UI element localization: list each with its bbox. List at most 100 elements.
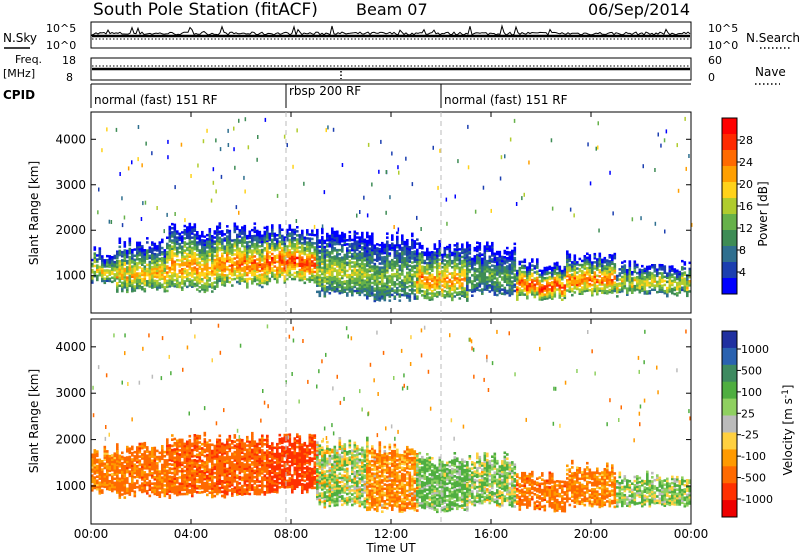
heatmap-cell xyxy=(96,469,99,472)
heatmap-cell xyxy=(238,249,242,253)
heatmap-cell xyxy=(363,273,367,276)
heatmap-cell xyxy=(358,287,362,290)
scatter-cell xyxy=(276,193,279,198)
heatmap-cell xyxy=(378,274,382,277)
heatmap-cell xyxy=(536,266,539,269)
heatmap-cell xyxy=(131,255,134,258)
heatmap-cell xyxy=(371,261,374,264)
heatmap-cell xyxy=(153,244,157,248)
heatmap-cell xyxy=(518,273,522,276)
heatmap-cell xyxy=(226,274,229,277)
heatmap-cell xyxy=(503,292,507,296)
heatmap-cell xyxy=(283,256,287,260)
heatmap-cell xyxy=(123,249,127,252)
heatmap-cell xyxy=(481,261,484,265)
heatmap-cell xyxy=(408,254,412,257)
heatmap-cell xyxy=(278,269,282,272)
heatmap-cell xyxy=(421,273,424,277)
heatmap-cell xyxy=(181,259,184,263)
heatmap-cell xyxy=(293,257,297,260)
heatmap-cell xyxy=(111,458,114,461)
heatmap-cell xyxy=(513,275,517,278)
heatmap-cell xyxy=(91,461,94,465)
heatmap-cell xyxy=(91,480,94,484)
scatter-cell xyxy=(685,166,687,171)
heatmap-cell xyxy=(141,253,144,256)
heatmap-cell xyxy=(451,274,454,277)
heatmap-cell xyxy=(553,270,557,274)
heatmap-cell xyxy=(138,253,142,257)
scatter-cell xyxy=(445,197,448,202)
heatmap-cell xyxy=(318,278,322,281)
heatmap-cell xyxy=(466,297,469,300)
heatmap-cell xyxy=(591,292,594,295)
heatmap-cell xyxy=(301,235,304,239)
heatmap-cell xyxy=(371,275,374,278)
heatmap-cell xyxy=(226,243,229,246)
heatmap-cell xyxy=(476,270,479,273)
heatmap-cell xyxy=(253,242,257,246)
heatmap-cell xyxy=(416,279,419,282)
heatmap-cell xyxy=(571,281,574,285)
heatmap-cell xyxy=(131,279,134,283)
heatmap-cell xyxy=(391,277,394,280)
heatmap-cell xyxy=(321,252,324,255)
heatmap-cell xyxy=(608,278,612,282)
heatmap-cell xyxy=(431,277,434,281)
heatmap-cell xyxy=(121,277,124,280)
heatmap-cell xyxy=(391,263,394,266)
heatmap-cell xyxy=(278,224,282,227)
heatmap-cell xyxy=(108,263,112,266)
heatmap-cell xyxy=(423,292,427,295)
heatmap-cell xyxy=(418,252,422,255)
heatmap-cell xyxy=(503,278,507,281)
heatmap-cell xyxy=(423,284,427,287)
heatmap-cell xyxy=(191,250,194,254)
heatmap-cell xyxy=(251,278,254,281)
heatmap-cell xyxy=(603,256,607,260)
heatmap-cell xyxy=(278,252,282,256)
scatter-cell xyxy=(151,151,153,156)
heatmap-cell xyxy=(261,269,264,272)
heatmap-cell xyxy=(346,273,349,277)
heatmap-cell xyxy=(368,269,372,273)
heatmap-cell xyxy=(668,288,672,291)
heatmap-cell xyxy=(173,262,177,265)
heatmap-cell xyxy=(613,269,617,272)
heatmap-cell xyxy=(266,232,269,235)
heatmap-cell xyxy=(658,276,662,279)
heatmap-cell xyxy=(106,462,109,466)
heatmap-cell xyxy=(293,259,297,262)
heatmap-cell xyxy=(413,244,417,247)
heatmap-cell xyxy=(626,273,629,276)
heatmap-cell xyxy=(118,253,122,257)
heatmap-cell xyxy=(476,245,479,249)
heatmap-cell xyxy=(353,242,357,246)
heatmap-cell xyxy=(431,292,434,295)
heatmap-cell xyxy=(246,237,249,240)
heatmap-cell xyxy=(156,284,159,287)
heatmap-cell xyxy=(128,251,132,255)
heatmap-cell xyxy=(416,285,419,288)
heatmap-cell xyxy=(468,252,472,255)
heatmap-cell xyxy=(368,286,372,289)
heatmap-cell xyxy=(378,266,382,269)
heatmap-cell xyxy=(688,275,692,279)
heatmap-cell xyxy=(193,262,197,265)
heatmap-cell xyxy=(168,281,172,284)
heatmap-cell xyxy=(681,286,684,289)
heatmap-cell xyxy=(361,291,364,294)
scatter-cell xyxy=(411,182,414,187)
heatmap-cell xyxy=(463,254,467,258)
heatmap-cell xyxy=(176,250,179,254)
scatter-cell xyxy=(439,148,441,153)
heatmap-cell xyxy=(361,248,364,251)
heatmap-cell xyxy=(473,267,477,270)
heatmap-cell xyxy=(491,284,494,288)
heatmap-cell xyxy=(98,269,102,273)
heatmap-cell xyxy=(493,256,497,260)
heatmap-cell xyxy=(411,287,414,291)
heatmap-cell xyxy=(488,273,492,277)
heatmap-cell xyxy=(636,280,639,283)
heatmap-cell xyxy=(328,271,332,275)
